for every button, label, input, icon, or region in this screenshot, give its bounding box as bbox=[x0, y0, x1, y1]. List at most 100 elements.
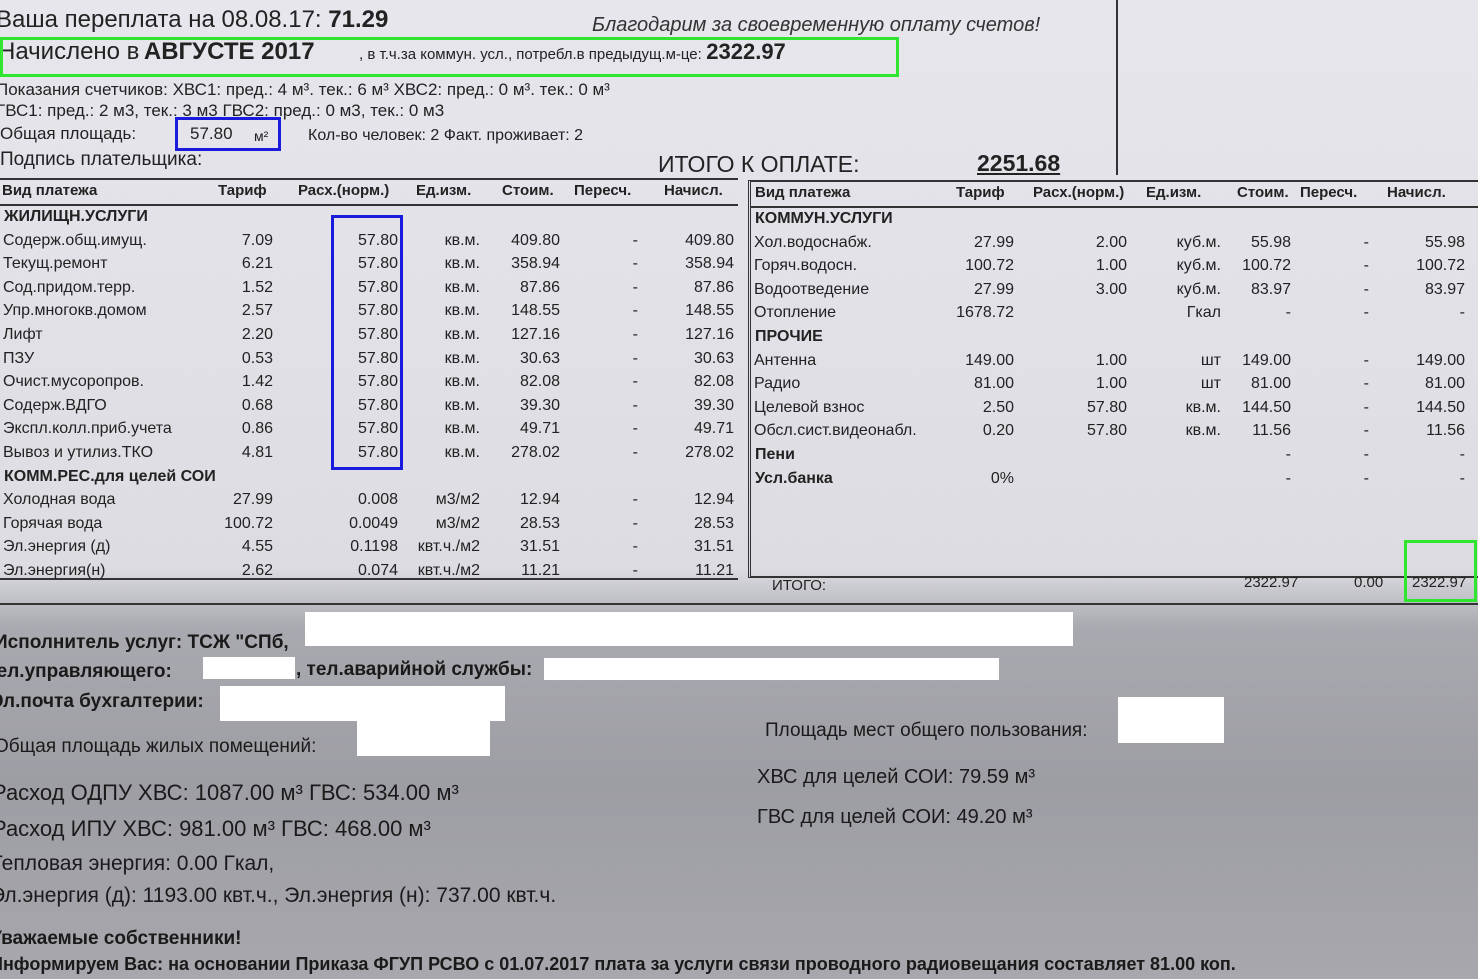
recalc: - bbox=[632, 302, 638, 320]
cost: 127.16 bbox=[511, 326, 560, 343]
table-row: Отопление 1678.72 Гкал - - - bbox=[751, 304, 1478, 326]
consumption: 1.00 bbox=[1095, 375, 1127, 393]
charged: 81.00 bbox=[1424, 375, 1465, 393]
column-header: Тариф bbox=[218, 182, 267, 199]
unit: квт.ч./м2 bbox=[417, 562, 480, 579]
cost: 409.80 bbox=[511, 231, 560, 249]
table-row: Вывоз и утилиз.ТКО 4.81 57.80 кв.м. 278.02 - 2… bbox=[0, 444, 738, 466]
item-name: Эл.энергия(н) bbox=[3, 562, 106, 579]
consumption: 2.00 bbox=[1095, 233, 1127, 251]
table-header: Вид платежа Тариф Расх.(норм.) Ед.изм. Стоим… bbox=[751, 184, 1478, 208]
charged: 409.80 bbox=[685, 231, 734, 249]
recalc: - bbox=[1363, 446, 1369, 463]
consumption: 3.00 bbox=[1095, 280, 1127, 298]
recalc: - bbox=[632, 278, 638, 296]
table-row: Содерж.общ.имущ. 7.09 57.80 кв.м. 409.80 - 409… bbox=[0, 232, 738, 254]
recalc: - bbox=[632, 420, 638, 438]
unit: кв.м. bbox=[444, 278, 480, 296]
unit: м3/м2 bbox=[435, 491, 480, 509]
signature-label: Подпись плательщика: bbox=[0, 149, 203, 170]
table-row: Водоотведение 27.99 3.00 куб.м. 83.97 - 83.97 bbox=[751, 281, 1478, 303]
column-header: Ед.изм. bbox=[416, 182, 472, 199]
consumption: 57.80 bbox=[357, 373, 398, 391]
tariff: 27.99 bbox=[973, 280, 1014, 298]
tariff: 4.55 bbox=[241, 538, 273, 556]
charged-value: 2322.97 bbox=[706, 39, 786, 64]
section-label: ПРОЧИЕ bbox=[755, 328, 823, 345]
unit: кв.м. bbox=[444, 349, 480, 367]
charged-label: Начислено в bbox=[0, 38, 140, 65]
item-name: Холодная вода bbox=[3, 491, 116, 509]
recalc: - bbox=[1363, 257, 1369, 275]
ipu-consumption: Расход ИПУ ХВС: 981.00 м³ ГВС: 468.00 м³ bbox=[0, 816, 431, 841]
unit: кв.м. bbox=[444, 373, 480, 391]
redacted-block bbox=[357, 721, 490, 756]
section-header: ЖИЛИЩН.УСЛУГИ bbox=[0, 208, 738, 230]
notice: Информируем Вас: на основании Приказа ФГ… bbox=[0, 954, 1236, 974]
charged: 148.55 bbox=[685, 302, 734, 320]
recalc: - bbox=[632, 491, 638, 509]
utility-services-table: Вид платежа Тариф Расх.(норм.) Ед.изм. Стоим… bbox=[748, 180, 1478, 578]
section-header: КОММ.РЕС.для целей СОИ bbox=[0, 468, 738, 490]
cost: 12.94 bbox=[519, 491, 560, 509]
charged: 55.98 bbox=[1424, 233, 1465, 251]
consumption: 57.80 bbox=[357, 326, 398, 343]
unit: кв.м. bbox=[444, 302, 480, 320]
redacted-block bbox=[305, 612, 1073, 646]
recalc: - bbox=[1363, 398, 1369, 416]
section-label: КОММУН.УСЛУГИ bbox=[755, 210, 893, 227]
highlight-consumption-column bbox=[331, 215, 403, 470]
tariff: 27.99 bbox=[973, 233, 1014, 251]
recalc: - bbox=[632, 349, 638, 367]
recalc: - bbox=[1363, 469, 1369, 487]
charged: 144.50 bbox=[1416, 398, 1465, 416]
cost: 55.98 bbox=[1250, 233, 1291, 251]
charged: 83.97 bbox=[1424, 280, 1465, 298]
table-row: Хол.водоснабж. 27.99 2.00 куб.м. 55.98 - 55.98 bbox=[751, 234, 1478, 256]
consumption: 1.00 bbox=[1095, 257, 1127, 275]
cost: 278.02 bbox=[511, 444, 560, 461]
item-name: Лифт bbox=[3, 326, 43, 343]
totals-charged: 2322.97 bbox=[1412, 574, 1467, 591]
column-header: Начисл. bbox=[1387, 184, 1446, 201]
cost: 144.50 bbox=[1242, 398, 1291, 416]
cost: 31.51 bbox=[519, 538, 560, 556]
item-name: Горячая вода bbox=[3, 514, 103, 532]
cost: 82.08 bbox=[519, 373, 560, 391]
charged: - bbox=[1459, 304, 1465, 322]
column-header: Начисл. bbox=[664, 182, 723, 199]
column-header: Вид платежа bbox=[755, 184, 851, 201]
consumption: 0.074 bbox=[357, 562, 398, 579]
cost: 83.97 bbox=[1250, 280, 1291, 298]
odpu-consumption: Расход ОДПУ ХВС: 1087.00 м³ ГВС: 534.00 … bbox=[0, 780, 459, 805]
cost: 100.72 bbox=[1242, 257, 1291, 275]
recalc: - bbox=[632, 326, 638, 343]
consumption: 57.80 bbox=[357, 278, 398, 296]
consumption: 57.80 bbox=[357, 255, 398, 273]
unit: кв.м. bbox=[444, 255, 480, 273]
charged: 87.86 bbox=[693, 278, 734, 296]
area-label: Общая площадь: bbox=[0, 124, 137, 143]
charged: 11.56 bbox=[1426, 422, 1465, 440]
item-name: Содерж.общ.имущ. bbox=[3, 231, 147, 249]
unit: кв.м. bbox=[444, 326, 480, 343]
column-header: Пересч. bbox=[1300, 184, 1358, 201]
hvs-soi: ХВС для целей СОИ: 79.59 м³ bbox=[757, 766, 1036, 788]
consumption: 0.0049 bbox=[349, 514, 398, 532]
charged: - bbox=[1459, 469, 1465, 487]
charged: 12.94 bbox=[693, 491, 734, 509]
totals-recalc: 0.00 bbox=[1354, 574, 1384, 591]
gvs-soi: ГВС для целей СОИ: 49.20 м³ bbox=[757, 806, 1033, 828]
charged: 149.00 bbox=[1416, 351, 1465, 369]
recalc: - bbox=[632, 231, 638, 249]
charged: 28.53 bbox=[693, 514, 734, 532]
recalc: - bbox=[1363, 280, 1369, 298]
charged: 30.63 bbox=[693, 349, 734, 367]
overpay-line: Ваша переплата на 08.08.17: 71.29 bbox=[0, 6, 388, 34]
table-row: Горячая вода 100.72 0.0049 м3/м2 28.53 - 28.53 bbox=[0, 515, 738, 537]
item-name: Очист.мусоропров. bbox=[3, 373, 144, 391]
area-unit: м² bbox=[254, 128, 269, 144]
item-name: Обсл.сист.видеонабл. bbox=[754, 422, 917, 440]
charged: 49.71 bbox=[693, 420, 734, 438]
table-row: Обсл.сист.видеонабл. 0.20 57.80 кв.м. 11.56 -… bbox=[751, 422, 1478, 444]
